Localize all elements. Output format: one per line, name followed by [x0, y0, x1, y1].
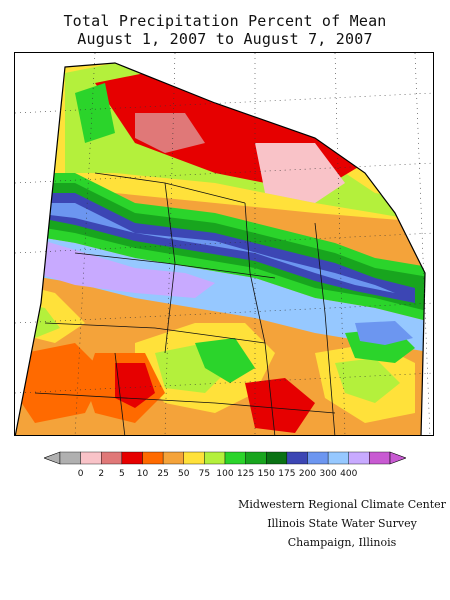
legend-tick-label: 150 — [258, 469, 275, 479]
credit-survey: Illinois State Water Survey — [267, 517, 417, 530]
color-legend-svg: 0 2 5 10 25 50 75 100 125 150 175 200 300 400 — [43, 451, 407, 479]
legend-tick-label: 125 — [237, 469, 254, 479]
legend-swatch — [101, 451, 123, 465]
legend-tick-label: 2 — [98, 469, 104, 479]
map-title: Total Precipitation Percent of Mean — [63, 12, 387, 30]
precipitation-map — [14, 52, 434, 436]
legend-swatch — [121, 451, 143, 465]
precipitation-map-svg — [15, 53, 433, 435]
legend-swatch — [245, 451, 267, 465]
legend-swatch — [142, 451, 164, 465]
legend-tick-label: 175 — [278, 469, 295, 479]
legend-swatch — [204, 451, 226, 465]
legend-swatch — [327, 451, 349, 465]
legend-tick-label: 25 — [157, 469, 168, 479]
credits-block: Midwestern Regional Climate Center Illin… — [232, 495, 450, 552]
legend-tick-label: 0 — [78, 469, 84, 479]
legend-swatch — [162, 451, 184, 465]
precipitation-fill — [15, 63, 425, 435]
credit-org: Midwestern Regional Climate Center — [238, 498, 446, 511]
legend-swatch — [224, 451, 246, 465]
legend-swatch — [286, 451, 308, 465]
map-date-range: August 1, 2007 to August 7, 2007 — [77, 30, 373, 48]
legend-tick-label: 50 — [178, 469, 190, 479]
legend-swatch — [266, 451, 288, 465]
legend-tick-label: 200 — [299, 469, 316, 479]
legend-swatch — [183, 451, 205, 465]
color-legend: 0 2 5 10 25 50 75 100 125 150 175 200 300 400 — [43, 450, 407, 484]
legend-swatch — [307, 451, 329, 465]
legend-tick-label: 100 — [216, 469, 233, 479]
region-boundary — [15, 62, 426, 435]
legend-tick-label: 400 — [340, 469, 357, 479]
legend-swatch — [80, 451, 102, 465]
legend-tick-label: 75 — [199, 469, 210, 479]
legend-tick-label: 10 — [137, 469, 149, 479]
legend-tick-label: 5 — [119, 469, 125, 479]
legend-tick-label: 300 — [320, 469, 337, 479]
credit-location: Champaign, Illinois — [287, 536, 397, 549]
legend-swatch — [348, 451, 370, 465]
state-boundaries — [34, 172, 336, 435]
legend-swatch — [59, 451, 81, 465]
graticule-lines — [15, 53, 433, 435]
legend-underflow-arrow — [43, 451, 61, 465]
legend-overflow-arrow — [389, 451, 407, 465]
legend-swatch — [369, 451, 391, 465]
